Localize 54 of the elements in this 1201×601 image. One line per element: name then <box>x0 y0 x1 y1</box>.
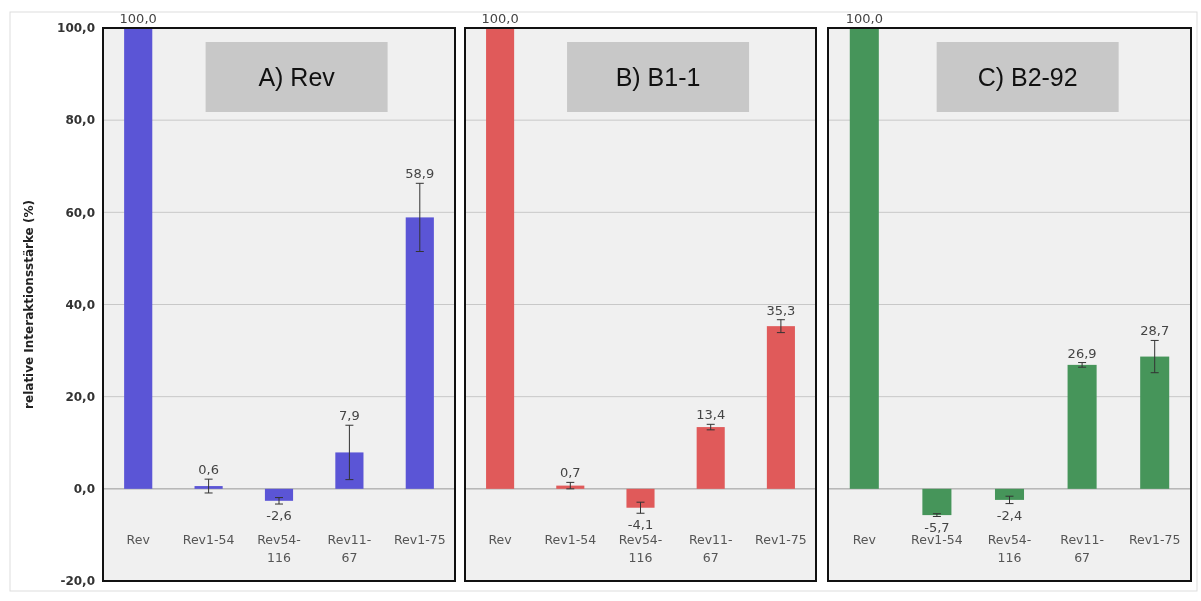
x-tick-label: Rev1-75 <box>394 531 446 547</box>
bar <box>696 427 725 489</box>
data-label: 58,9 <box>405 166 435 182</box>
data-label: 0,7 <box>559 465 581 481</box>
x-tick-label: Rev11-67 <box>688 531 733 565</box>
bar <box>486 28 515 489</box>
y-tick-label: 100,0 <box>57 21 95 36</box>
bar <box>124 28 153 489</box>
x-tick-label: Rev1-54 <box>544 531 597 547</box>
data-label: 0,6 <box>198 462 219 478</box>
data-label: 13,4 <box>696 407 726 423</box>
bar <box>405 217 434 489</box>
y-tick-label: 0,0 <box>73 482 95 497</box>
bar <box>335 452 364 489</box>
x-tick-label: Rev1-54 <box>182 531 235 547</box>
x-tick-label: Rev <box>488 531 513 547</box>
data-label: 100,0 <box>481 11 519 26</box>
y-tick-label: -20,0 <box>60 574 95 589</box>
bar <box>922 488 952 516</box>
x-tick-label: Rev1-75 <box>755 531 807 547</box>
bar <box>766 326 795 489</box>
bar <box>849 28 879 489</box>
bar <box>264 488 294 501</box>
data-label: -5,7 <box>924 520 950 536</box>
text: B) B1-1 <box>615 62 701 91</box>
bar <box>1140 356 1170 489</box>
bar <box>1067 364 1097 489</box>
text: A) Rev <box>258 62 336 91</box>
data-label: 26,9 <box>1067 345 1097 361</box>
data-label: 28,7 <box>1140 323 1170 339</box>
data-label: 7,9 <box>339 408 360 424</box>
bar <box>994 488 1025 500</box>
bar <box>626 488 655 508</box>
y-axis-title: relative Interaktionsstärke (%) <box>22 200 36 409</box>
x-tick-label: Rev1-75 <box>1128 531 1181 547</box>
y-tick-label: 60,0 <box>65 205 95 220</box>
x-tick-label: Rev54-116 <box>257 531 301 565</box>
x-tick-label: Rev11-67 <box>1060 531 1104 565</box>
y-tick-label: 80,0 <box>65 113 95 128</box>
x-tick-label: Rev11-67 <box>327 531 372 565</box>
data-label: 100,0 <box>845 11 883 26</box>
y-tick-label: 20,0 <box>65 389 95 404</box>
data-label: -2,4 <box>996 507 1023 523</box>
data-label: 35,3 <box>766 302 796 318</box>
x-tick-label: Rev54-116 <box>618 531 663 565</box>
bar <box>194 486 223 489</box>
x-tick-label: Rev54-116 <box>987 531 1032 565</box>
data-label: -2,6 <box>266 508 292 524</box>
x-tick-label: Rev <box>126 531 151 547</box>
text: C) B2-92 <box>977 62 1078 91</box>
x-tick-label: Rev <box>852 531 877 547</box>
data-label: -4,1 <box>627 517 654 533</box>
y-tick-label: 40,0 <box>65 297 95 312</box>
data-label: 100,0 <box>119 11 157 26</box>
